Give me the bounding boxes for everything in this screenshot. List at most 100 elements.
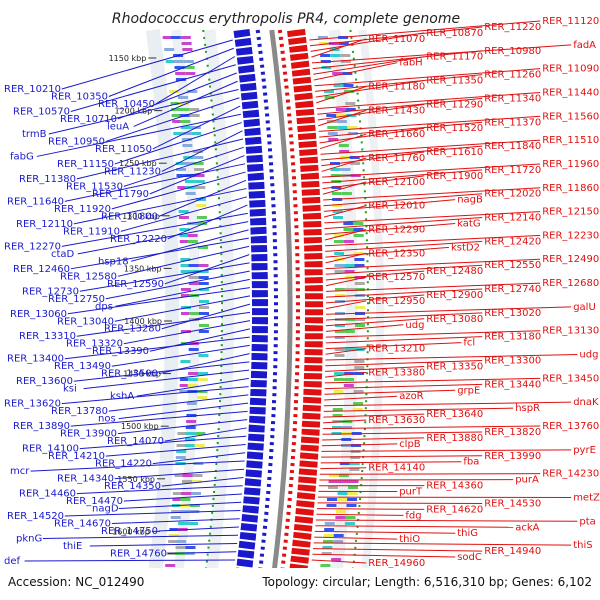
feature-block (162, 36, 173, 39)
minus-gene-label: RER_12580 (60, 271, 117, 282)
plus-gene-leader (325, 234, 541, 247)
minus-gene-leader (118, 501, 242, 510)
feature-block (179, 510, 190, 513)
plus-gene-leader (318, 109, 367, 127)
plus-gene-leader (325, 312, 483, 321)
feature-block (330, 174, 341, 177)
minus-gene-leader (108, 394, 249, 412)
feature-block (333, 234, 344, 237)
plus-gene-leader (322, 175, 425, 190)
minus-gene-leader (123, 493, 243, 502)
minus-gene-label: pknG (16, 534, 42, 545)
plus-gene-label: RER_14140 (368, 463, 425, 474)
feature-block (353, 234, 364, 237)
feature-block (324, 96, 335, 99)
feature-block (177, 186, 188, 189)
feature-block (182, 480, 192, 483)
plus-gene-label: RER_10980 (484, 46, 541, 57)
feature-block (194, 168, 205, 171)
feature-block (169, 90, 180, 93)
feature-block (192, 474, 203, 477)
feature-block (324, 528, 335, 531)
plus-gene-leader (322, 169, 483, 184)
plus-gene-label: thiO (399, 534, 420, 545)
plus-gene-leader (320, 467, 367, 470)
minus-gene-leader (76, 485, 243, 495)
plus-gene-label: azoR (399, 391, 423, 402)
feature-block (334, 336, 345, 339)
feature-block (346, 504, 357, 507)
feature-block (186, 420, 197, 423)
plus-gene-label: RER_13300 (484, 355, 541, 366)
minus-gene-leader (79, 262, 250, 292)
minus-gene-leader (152, 105, 241, 150)
feature-block (170, 516, 181, 519)
feature-block (335, 108, 346, 111)
minus-gene-leader (61, 386, 249, 405)
feature-block (323, 534, 334, 537)
feature-block (334, 294, 345, 297)
feature-block (353, 390, 364, 393)
feature-block (327, 126, 338, 129)
minus-gene-label: RER_14750 (101, 526, 158, 537)
feature-block (180, 264, 191, 267)
feature-block (333, 534, 344, 537)
feature-block (175, 72, 186, 75)
feature-block (331, 186, 342, 189)
plus-gene-leader (325, 324, 404, 332)
plus-gene-leader (316, 91, 541, 110)
plus-gene-label: udg (579, 350, 598, 361)
feature-block (353, 228, 364, 231)
feature-block (337, 492, 348, 495)
tick-label: 1200 kbp (114, 107, 152, 116)
feature-block (174, 66, 185, 69)
feature-block (320, 54, 331, 57)
feature-block (179, 234, 190, 237)
minus-gene-label: kshA (110, 391, 134, 402)
minus-gene-leader (64, 509, 241, 517)
feature-block (334, 264, 345, 267)
tick-label: 1600 kbp (112, 527, 150, 536)
plus-gene-label: RER_13440 (484, 379, 541, 390)
minus-gene-leader (120, 196, 248, 232)
plus-gene-leader (325, 276, 367, 287)
minus-gene-leader (161, 476, 244, 487)
feature-block (331, 432, 342, 435)
plus-gene-label: metZ (573, 492, 600, 503)
minus-gene-label: RER_13320 (66, 339, 123, 350)
feature-block (332, 204, 343, 207)
plus-gene-label: nagB (457, 195, 483, 206)
feature-block (169, 528, 180, 531)
feature-block (334, 252, 345, 255)
feature-block (333, 390, 344, 393)
feature-block (164, 48, 175, 51)
plus-gene-label: RER_11180 (368, 82, 425, 93)
feature-block (179, 378, 190, 381)
minus-gene-label: RER_11050 (95, 144, 152, 155)
plus-gene-label: RER_13820 (484, 427, 541, 438)
minus-gene-label: RER_13890 (13, 421, 70, 432)
plus-gene-label: RER_14940 (484, 546, 541, 557)
minus-gene-leader (76, 138, 244, 180)
tick-label: 1400 kbp (124, 317, 162, 326)
plus-gene-leader (324, 223, 456, 235)
plus-gene-leader (321, 157, 367, 172)
plus-gene-label: katG (457, 219, 480, 230)
minus-gene-leader (118, 402, 249, 420)
minus-gene-leader (70, 410, 248, 427)
feature-block (165, 60, 176, 63)
minus-gene-label: RER_11910 (63, 226, 120, 237)
plus-gene-leader (325, 258, 541, 270)
plus-gene-label: fabH (399, 58, 423, 69)
feature-block (345, 516, 356, 519)
minus-gene-label: RER_12110 (16, 219, 73, 230)
plus-gene-leader (325, 282, 541, 292)
feature-block (171, 114, 182, 117)
footer-band (0, 568, 600, 600)
minus-gene-label: RER_13280 (104, 324, 161, 335)
genome-summary-text: Topology: circular; Length: 6,516,310 bp… (261, 575, 592, 589)
map-title: Rhodococcus erythropolis PR4, complete g… (112, 11, 460, 27)
plus-gene-leader (325, 318, 425, 327)
minus-gene-leader (152, 452, 246, 465)
